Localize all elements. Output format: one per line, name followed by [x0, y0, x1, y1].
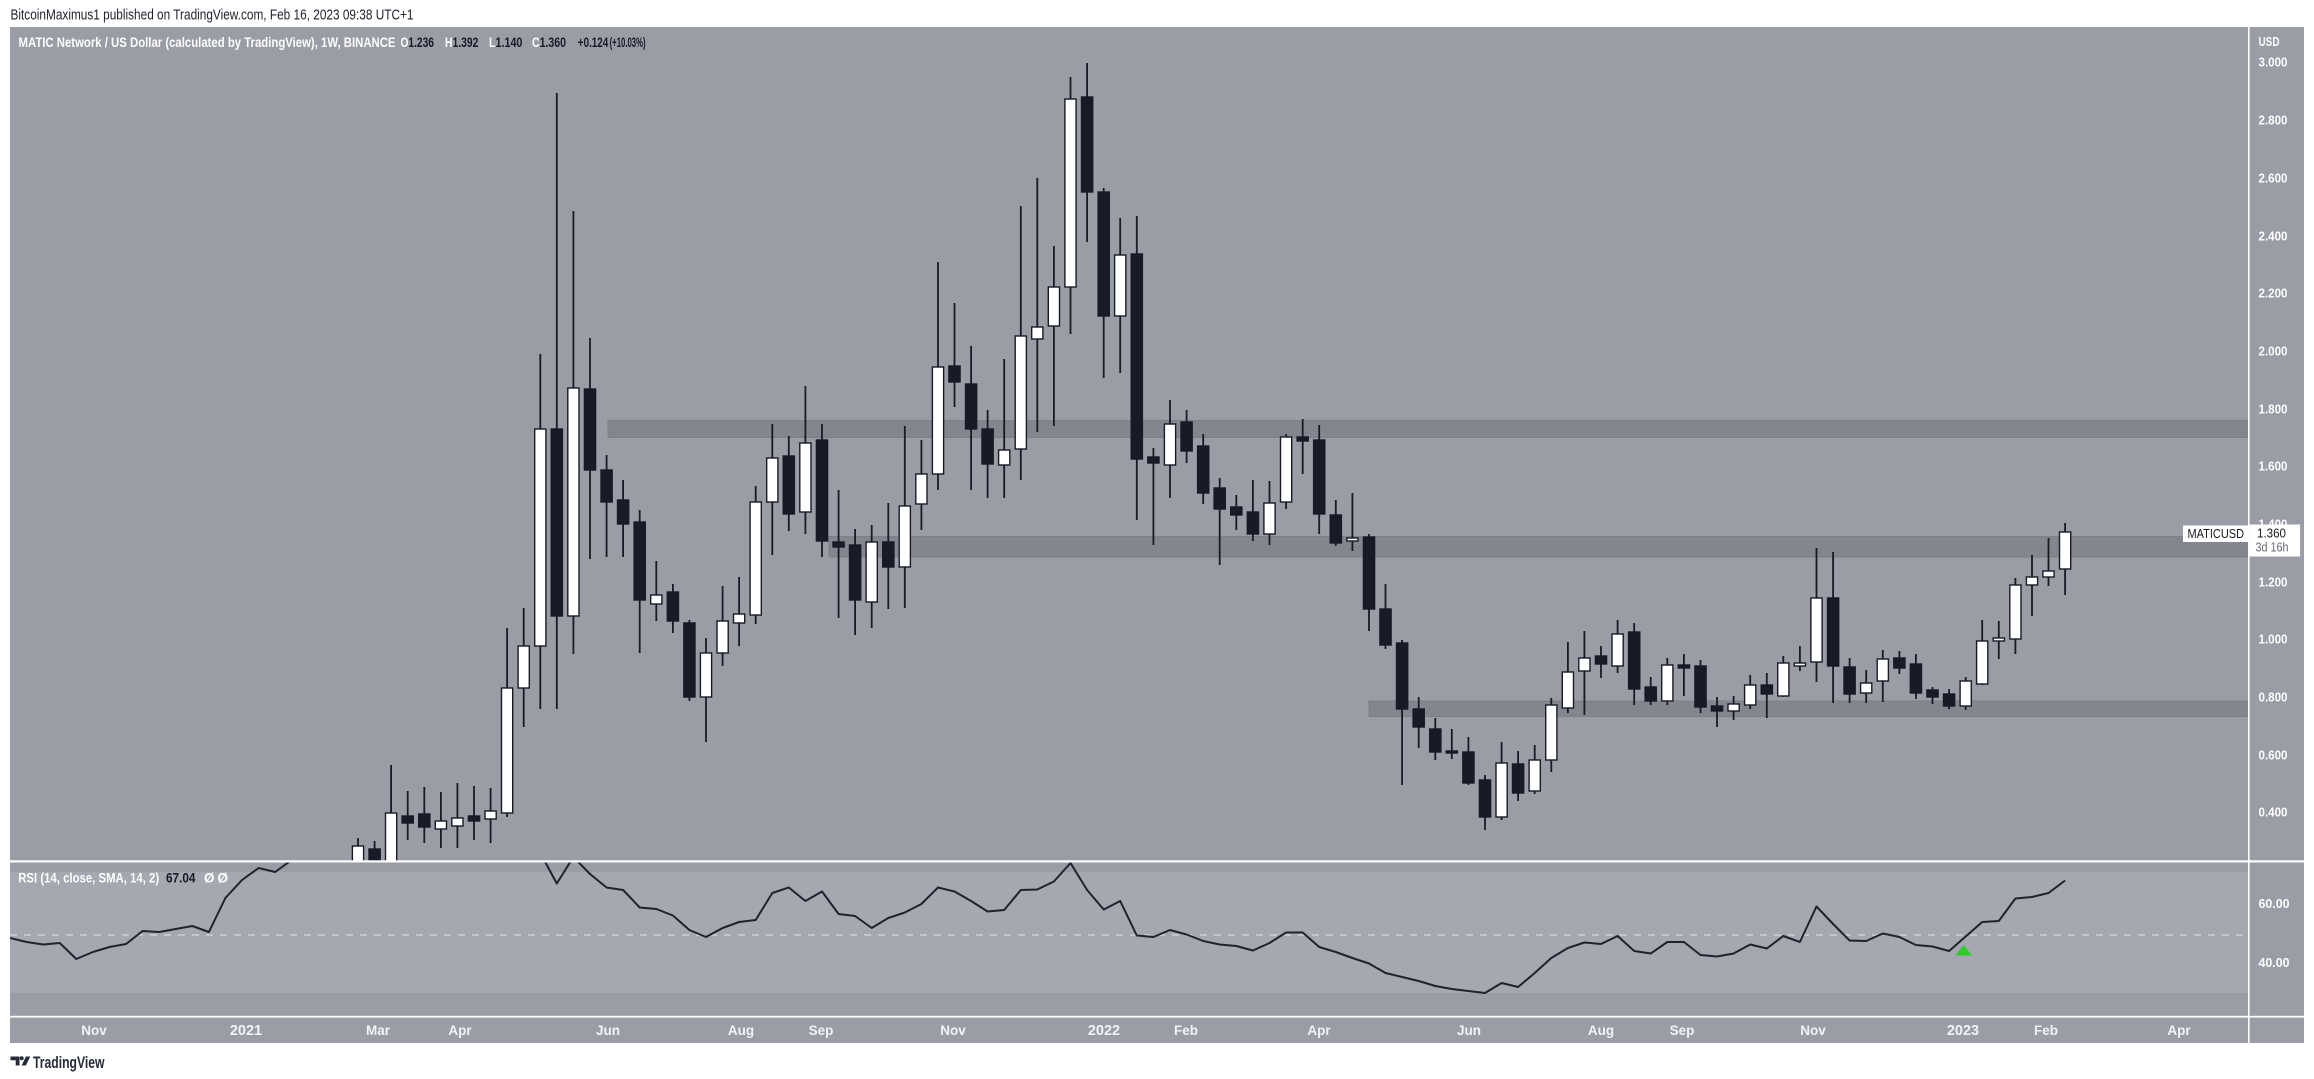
svg-text:60.00: 60.00 [2259, 896, 2290, 911]
svg-text:1.600: 1.600 [2259, 459, 2288, 474]
svg-text:1.000: 1.000 [2259, 632, 2288, 647]
svg-text:2.000: 2.000 [2259, 344, 2288, 359]
svg-text:L1.140: L1.140 [489, 35, 522, 50]
svg-text:H1.392: H1.392 [445, 35, 478, 50]
svg-text:Apr: Apr [2167, 1023, 2191, 1038]
svg-text:Ø: Ø [204, 871, 215, 886]
svg-text:2022: 2022 [1088, 1023, 1120, 1039]
svg-text:Feb: Feb [2034, 1023, 2058, 1038]
svg-text:40.00: 40.00 [2259, 955, 2290, 970]
svg-text:Sep: Sep [1670, 1023, 1695, 1038]
svg-text:0.800: 0.800 [2259, 690, 2288, 705]
svg-text:2.400: 2.400 [2259, 229, 2288, 244]
svg-text:67.04: 67.04 [166, 871, 196, 886]
svg-text:2.200: 2.200 [2259, 286, 2288, 301]
svg-text:Sep: Sep [809, 1023, 834, 1038]
svg-text:3.000: 3.000 [2259, 55, 2288, 70]
svg-text:C1.360: C1.360 [532, 35, 566, 50]
svg-text:USD: USD [2259, 34, 2280, 49]
svg-text:3d 16h: 3d 16h [2256, 541, 2289, 555]
svg-text:Jun: Jun [596, 1023, 620, 1038]
svg-text:Aug: Aug [728, 1023, 754, 1038]
svg-text:RSI (14, close, SMA, 14, 2): RSI (14, close, SMA, 14, 2) [18, 871, 159, 886]
svg-text:MATICUSD: MATICUSD [2188, 527, 2245, 541]
svg-text:Nov: Nov [1800, 1023, 1826, 1038]
svg-text:1.360: 1.360 [2257, 526, 2286, 541]
svg-text:2021: 2021 [230, 1023, 262, 1039]
svg-text:MATIC Network / US Dollar (cal: MATIC Network / US Dollar (calculated by… [19, 35, 396, 50]
svg-text:Apr: Apr [1307, 1023, 1331, 1038]
svg-text:Aug: Aug [1588, 1023, 1614, 1038]
svg-text:1.200: 1.200 [2259, 575, 2288, 590]
svg-text:(+10.03%): (+10.03%) [610, 35, 646, 50]
svg-text:O1.236: O1.236 [401, 35, 435, 50]
svg-text:0.600: 0.600 [2259, 748, 2288, 763]
svg-text:2.600: 2.600 [2259, 171, 2288, 186]
svg-text:+0.124: +0.124 [578, 35, 609, 50]
svg-text:1.800: 1.800 [2259, 402, 2288, 417]
svg-text:BitcoinMaximus1 published on T: BitcoinMaximus1 published on TradingView… [11, 8, 414, 24]
svg-text:Apr: Apr [448, 1023, 472, 1038]
svg-text:Nov: Nov [81, 1023, 107, 1038]
svg-text:0.400: 0.400 [2259, 805, 2288, 820]
svg-text:2.800: 2.800 [2259, 113, 2288, 128]
svg-text:Ø: Ø [218, 871, 229, 886]
svg-text:Feb: Feb [1174, 1023, 1198, 1038]
svg-text:2023: 2023 [1947, 1023, 1979, 1039]
svg-text:Jun: Jun [1457, 1023, 1481, 1038]
svg-text:Mar: Mar [366, 1023, 391, 1038]
svg-text:Nov: Nov [940, 1023, 966, 1038]
svg-text:TradingView: TradingView [33, 1054, 105, 1072]
